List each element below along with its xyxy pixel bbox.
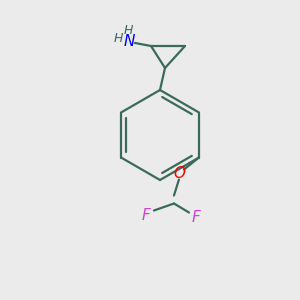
Text: F: F: [192, 210, 200, 225]
Text: H: H: [113, 32, 123, 46]
Text: O: O: [173, 166, 185, 181]
Text: F: F: [142, 208, 150, 223]
Text: H: H: [123, 25, 133, 38]
Text: N: N: [123, 34, 135, 49]
